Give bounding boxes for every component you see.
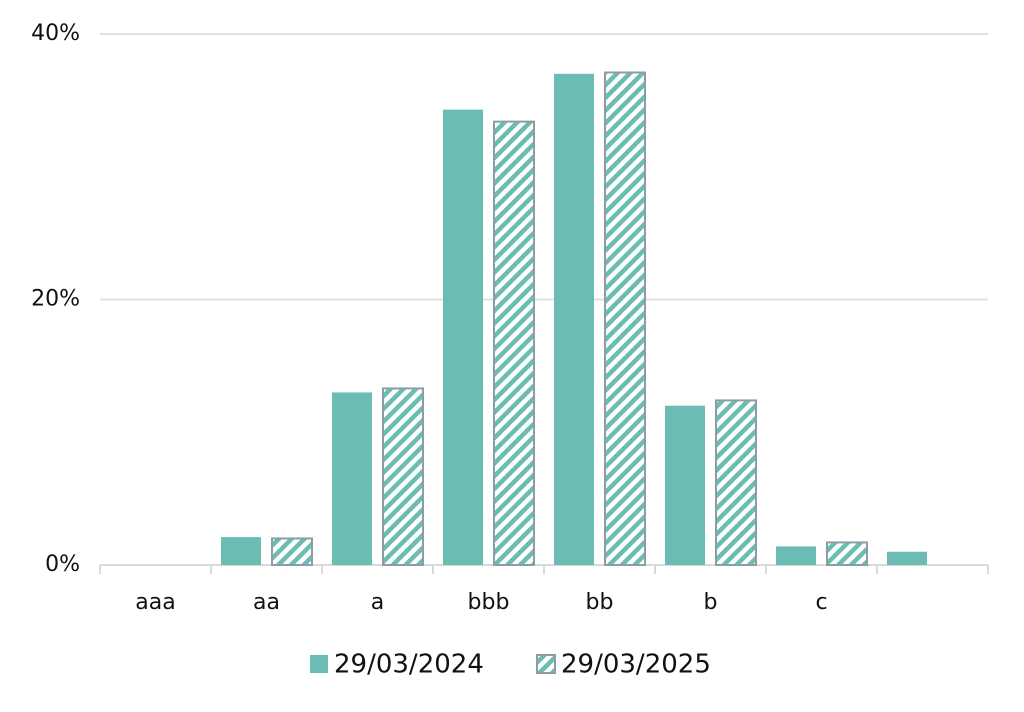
legend-label: 29/03/2025 <box>561 650 711 680</box>
bar <box>271 537 313 567</box>
bar <box>604 71 646 566</box>
bar <box>887 551 927 565</box>
y-tick-label: 0% <box>45 552 80 577</box>
x-tick-label: c <box>815 590 827 615</box>
bar <box>221 537 261 565</box>
bar <box>826 541 868 566</box>
bar <box>776 546 816 565</box>
x-tick-label: bbb <box>468 590 510 615</box>
y-tick-label: 40% <box>31 21 80 46</box>
legend-swatch <box>536 654 556 674</box>
bar <box>554 73 594 565</box>
x-tick-label: a <box>371 590 384 615</box>
x-tick-label: b <box>704 590 718 615</box>
bar <box>493 120 535 567</box>
legend-swatch <box>310 655 328 673</box>
bar <box>665 405 705 565</box>
x-tick-label: bb <box>586 590 614 615</box>
y-tick-label: 20% <box>31 287 80 312</box>
bar <box>332 392 372 565</box>
bar <box>382 387 424 566</box>
x-tick-label: aaa <box>135 590 175 615</box>
x-tick-label: aa <box>253 590 280 615</box>
bar <box>443 109 483 565</box>
legend-label: 29/03/2024 <box>334 650 484 680</box>
bar <box>715 399 757 567</box>
